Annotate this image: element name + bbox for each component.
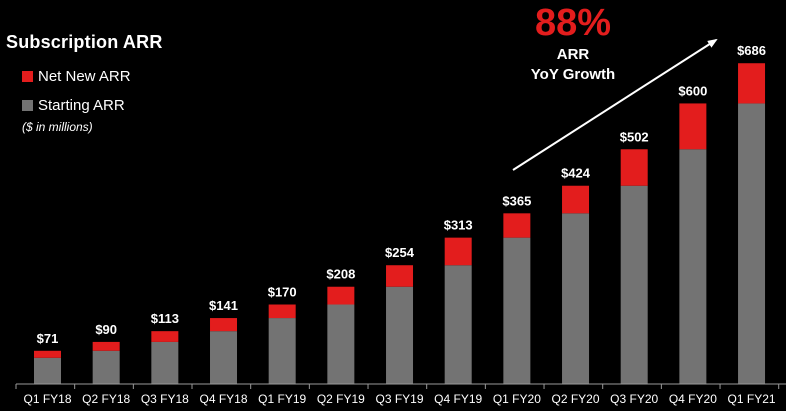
bar-total-label-q1-fy19: $170 [268, 285, 297, 300]
bar-net-new-arr-q3-fy20 [620, 149, 648, 186]
x-tick-label-q1-fy18: Q1 FY18 [23, 392, 71, 406]
growth-label-line1: ARR [556, 46, 590, 63]
bar-starting-arr-q4-fy18 [210, 331, 238, 384]
bars-layer: $71 $90 $113 $141 $170 $208 $254 $313 $365 $424 $5… [34, 43, 766, 384]
bar-net-new-arr-q1-fy18 [34, 350, 61, 358]
bar-starting-arr-q4-fy19 [444, 265, 472, 384]
bar-total-label-q1-fy18: $71 [37, 331, 59, 346]
bar-starting-arr-q1-fy21 [738, 103, 766, 384]
x-tick-label-q3-fy18: Q3 FY18 [141, 392, 189, 406]
bar-net-new-arr-q2-fy19 [327, 286, 355, 305]
bar-net-new-arr-q4-fy20 [679, 103, 707, 150]
bar-net-new-arr-q4-fy18 [210, 318, 238, 332]
x-tick-label-q1-fy21: Q1 FY21 [728, 392, 776, 406]
x-tick-label-q2-fy19: Q2 FY19 [317, 392, 365, 406]
bar-starting-arr-q2-fy18 [92, 350, 120, 384]
bar-total-label-q1-fy20: $365 [502, 193, 531, 208]
growth-label-line2: YoY Growth [530, 66, 616, 83]
bar-net-new-arr-q1-fy20 [503, 213, 531, 238]
bar-total-label-q4-fy19: $313 [444, 218, 473, 233]
bar-total-label-q3-fy20: $502 [620, 129, 649, 144]
bar-total-label-q3-fy18: $113 [151, 311, 179, 326]
bar-starting-arr-q1-fy18 [34, 357, 61, 384]
x-tick-label-q2-fy20: Q2 FY20 [552, 392, 600, 406]
legend-swatch-net-new-arr [22, 71, 33, 82]
bar-net-new-arr-q1-fy21 [738, 63, 766, 104]
bar-total-label-q2-fy19: $208 [326, 267, 355, 282]
chart-title: Subscription ARR [6, 32, 163, 52]
bar-total-label-q4-fy20: $600 [678, 83, 707, 98]
legend-label-net-new-arr: Net New ARR [38, 68, 131, 85]
x-tick-label-q4-fy19: Q4 FY19 [434, 392, 482, 406]
legend-item-net-new-arr: Net New ARR [22, 62, 131, 91]
bar-starting-arr-q3-fy19 [386, 286, 414, 384]
x-tick-label-q2-fy18: Q2 FY18 [82, 392, 130, 406]
bar-total-label-q1-fy21: $686 [737, 43, 766, 58]
x-tick-label-q3-fy20: Q3 FY20 [610, 392, 658, 406]
units-note: ($ in millions) [22, 120, 93, 134]
bar-net-new-arr-q2-fy20 [562, 185, 590, 214]
bar-starting-arr-q4-fy20 [679, 149, 707, 384]
bar-total-label-q2-fy20: $424 [561, 166, 591, 181]
bar-starting-arr-q2-fy20 [562, 213, 590, 384]
x-axis-ticks: Q1 FY18 Q2 FY18 Q3 FY18 Q4 FY18 Q1 FY19 Q2 FY… [15, 384, 780, 406]
bar-net-new-arr-q2-fy18 [92, 341, 120, 351]
bar-starting-arr-q1-fy19 [268, 318, 296, 384]
x-tick-label-q1-fy19: Q1 FY19 [258, 392, 306, 406]
x-tick-label-q4-fy20: Q4 FY20 [669, 392, 717, 406]
legend: Net New ARR Starting ARR [22, 62, 131, 120]
legend-label-starting-arr: Starting ARR [38, 97, 125, 114]
bar-starting-arr-q3-fy20 [620, 185, 648, 384]
bar-total-label-q3-fy19: $254 [385, 245, 415, 260]
growth-arrow [512, 38, 718, 171]
bar-total-label-q2-fy18: $90 [95, 322, 117, 337]
bar-net-new-arr-q1-fy19 [268, 304, 296, 319]
bar-net-new-arr-q3-fy18 [151, 331, 179, 342]
x-tick-label-q4-fy18: Q4 FY18 [199, 392, 247, 406]
bar-starting-arr-q1-fy20 [503, 237, 531, 384]
bar-starting-arr-q3-fy18 [151, 341, 179, 384]
legend-swatch-starting-arr [22, 100, 33, 111]
bar-net-new-arr-q3-fy19 [386, 265, 414, 287]
x-tick-label-q3-fy19: Q3 FY19 [376, 392, 424, 406]
bar-starting-arr-q2-fy19 [327, 304, 355, 384]
bar-total-label-q4-fy18: $141 [209, 298, 238, 313]
legend-item-starting-arr: Starting ARR [22, 91, 131, 120]
bar-net-new-arr-q4-fy19 [444, 237, 472, 266]
growth-percentage: 88% [534, 2, 612, 44]
x-tick-label-q1-fy20: Q1 FY20 [493, 392, 541, 406]
